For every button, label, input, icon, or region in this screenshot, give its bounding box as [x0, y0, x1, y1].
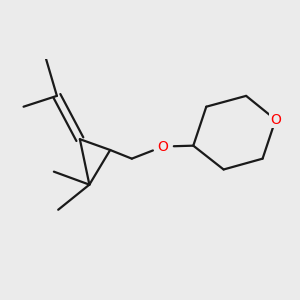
Text: O: O	[270, 113, 281, 127]
Text: O: O	[158, 140, 168, 154]
